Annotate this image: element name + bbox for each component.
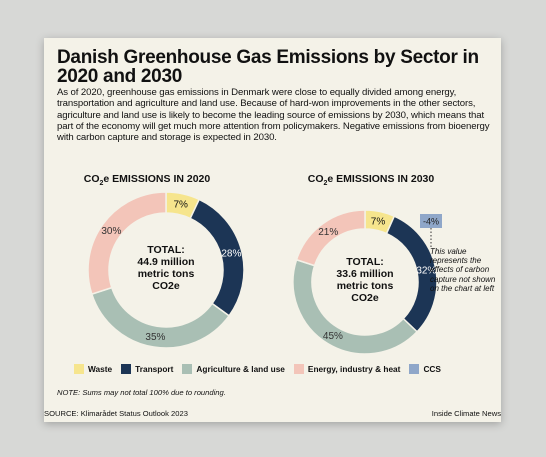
legend: Waste Transport Agriculture & land use Ener… <box>74 364 441 374</box>
legend-item: Waste <box>74 364 112 374</box>
center-label: metric tons <box>138 268 195 280</box>
legend-label: Agriculture & land use <box>196 364 285 374</box>
data-label: 21% <box>318 227 338 238</box>
data-label: 32% <box>416 265 436 276</box>
ccs-label: -4% <box>423 217 439 227</box>
legend-swatch <box>74 364 84 374</box>
data-label: 28% <box>221 249 241 260</box>
intro-text: As of 2020, greenhouse gas emissions in … <box>57 87 490 144</box>
legend-item: CCS <box>409 364 441 374</box>
legend-swatch <box>409 364 420 374</box>
chart-title-2030: CO2e EMISSIONS IN 2030 <box>307 173 435 188</box>
ccs-note: This value represents the effects of car… <box>430 247 496 293</box>
legend-label: Transport <box>135 364 174 374</box>
chart-title-2020: CO2e EMISSIONS IN 2020 <box>83 173 211 188</box>
source: SOURCE: Klimarådet Status Outlook 2023 <box>44 409 188 418</box>
donut-segment <box>87 191 167 296</box>
note: NOTE: Sums may not total 100% due to rou… <box>57 388 226 397</box>
center-label: 44.9 million <box>137 256 194 268</box>
infographic-card: Danish Greenhouse Gas Emissions by Secto… <box>44 38 501 422</box>
center-label: 33.6 million <box>336 268 393 280</box>
data-label: 7% <box>173 200 188 211</box>
data-label: 35% <box>145 332 165 343</box>
legend-label: CCS <box>423 364 441 374</box>
center-label: TOTAL: <box>346 256 384 268</box>
center-label: CO2e <box>351 292 379 304</box>
page-title: Danish Greenhouse Gas Emissions by Secto… <box>57 47 479 87</box>
ccs-bar <box>420 214 442 228</box>
legend-swatch <box>121 364 132 374</box>
legend-swatch <box>293 364 304 374</box>
data-label: 30% <box>101 226 121 237</box>
data-label: 7% <box>371 216 386 227</box>
legend-label: Energy, industry & heat <box>307 364 401 374</box>
donut-segment <box>295 209 366 267</box>
legend-swatch <box>182 364 193 374</box>
center-label: CO2e <box>152 280 180 292</box>
legend-item: Energy, industry & heat <box>293 364 401 374</box>
center-label: metric tons <box>337 280 394 292</box>
credit: Inside Climate News <box>431 409 501 418</box>
data-label: 45% <box>323 331 343 342</box>
legend-item: Agriculture & land use <box>182 364 285 374</box>
legend-label: Waste <box>88 364 113 374</box>
legend-item: Transport <box>121 364 173 374</box>
center-label: TOTAL: <box>147 244 185 256</box>
